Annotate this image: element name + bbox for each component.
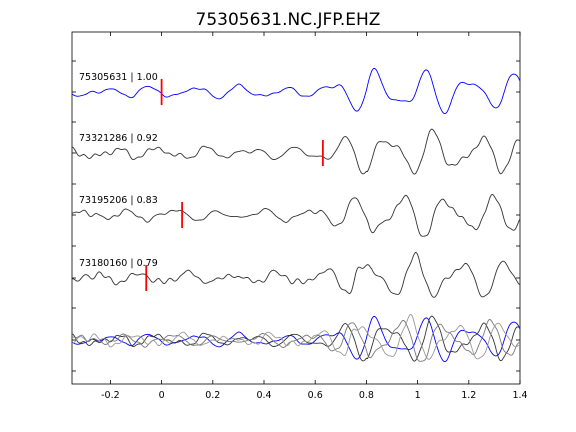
chart-title: 75305631.NC.JFP.EHZ bbox=[196, 10, 381, 30]
x-tick-label-4: 0.4 bbox=[256, 390, 271, 401]
x-tick-label-1: -0.2 bbox=[101, 390, 120, 401]
trace-line-2 bbox=[71, 128, 521, 175]
stack-line-2 bbox=[71, 315, 521, 362]
trace-line-3 bbox=[71, 193, 521, 237]
trace-label-group: 75305631 | 1.00 73321286 | 0.92 73195206 |… bbox=[79, 72, 158, 269]
trace-label-2: 73321286 | 0.92 bbox=[79, 133, 158, 144]
x-tick-label-9: 1.4 bbox=[512, 390, 527, 401]
x-tick-label-7: 1 bbox=[415, 390, 421, 401]
stack-line-1 bbox=[71, 315, 521, 363]
plot-frame bbox=[71, 31, 521, 385]
trace-group bbox=[71, 67, 521, 363]
trace-label-4: 73180160 | 0.79 bbox=[79, 258, 158, 269]
x-tick-label-3: 0.2 bbox=[205, 390, 220, 401]
x-tick-label-5: 0.6 bbox=[308, 390, 323, 401]
x-tick-label-8: 1.2 bbox=[461, 390, 476, 401]
trace-label-1: 75305631 | 1.00 bbox=[79, 72, 158, 83]
trace-line-1 bbox=[71, 67, 521, 115]
trace-label-3: 73195206 | 0.83 bbox=[79, 195, 158, 206]
x-tick-label-2: 0 bbox=[159, 390, 165, 401]
axis-tick-group: -0.2 0 0.2 0.4 0.6 0.8 1 1.2 1.4 bbox=[72, 32, 528, 401]
x-tick-label-6: 0.8 bbox=[359, 390, 374, 401]
stack-line-4 bbox=[72, 314, 521, 360]
stack-line-3 bbox=[71, 319, 521, 362]
